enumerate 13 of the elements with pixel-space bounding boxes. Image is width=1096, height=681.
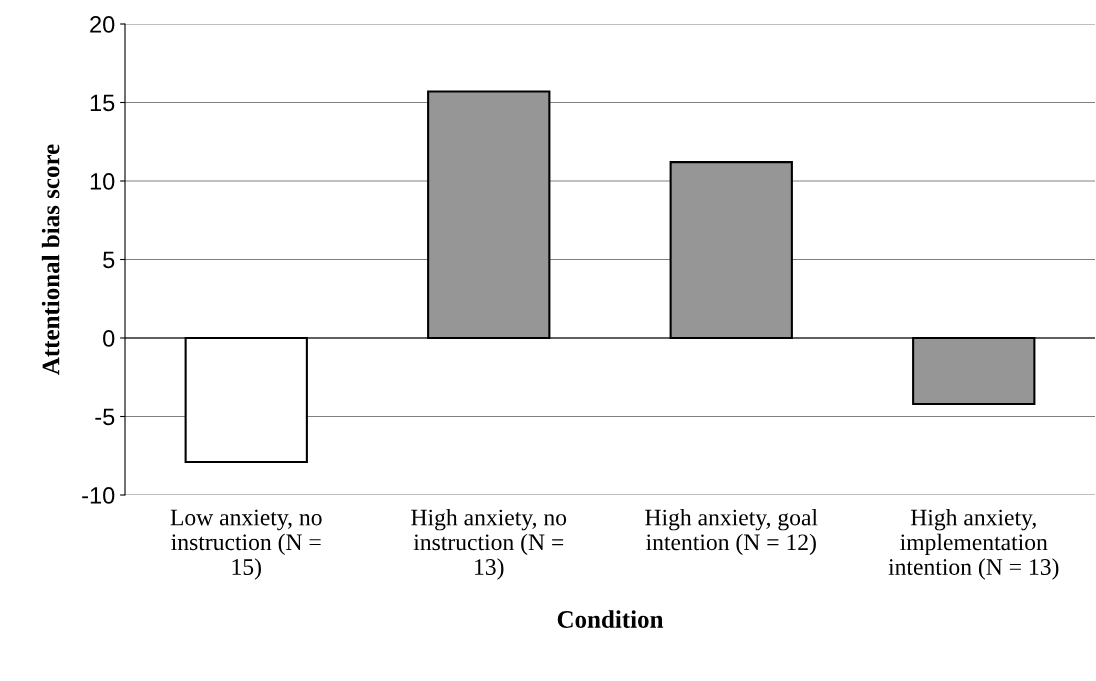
x-axis-title: Condition xyxy=(557,610,664,628)
y-tick-label: -10 xyxy=(82,487,115,504)
x-tick-label: Low anxiety, no instruction (N = 15) xyxy=(170,509,322,580)
y-tick-label: 5 xyxy=(103,251,115,269)
x-tick-label: High anxiety, goal intention (N = 12) xyxy=(645,508,818,556)
y-tick-label: -5 xyxy=(95,408,115,426)
x-tick-label: High anxiety, implementation intention (N = 13) xyxy=(888,508,1059,580)
y-tick-label: 10 xyxy=(90,173,115,190)
y-tick-label: 0 xyxy=(103,330,115,347)
y-axis-title: Attentional bias score xyxy=(41,144,60,375)
y-tick-label: 15 xyxy=(90,94,115,112)
y-tick-label: 20 xyxy=(90,16,115,33)
x-tick-label: High anxiety, no instruction (N = 13) xyxy=(411,508,567,580)
